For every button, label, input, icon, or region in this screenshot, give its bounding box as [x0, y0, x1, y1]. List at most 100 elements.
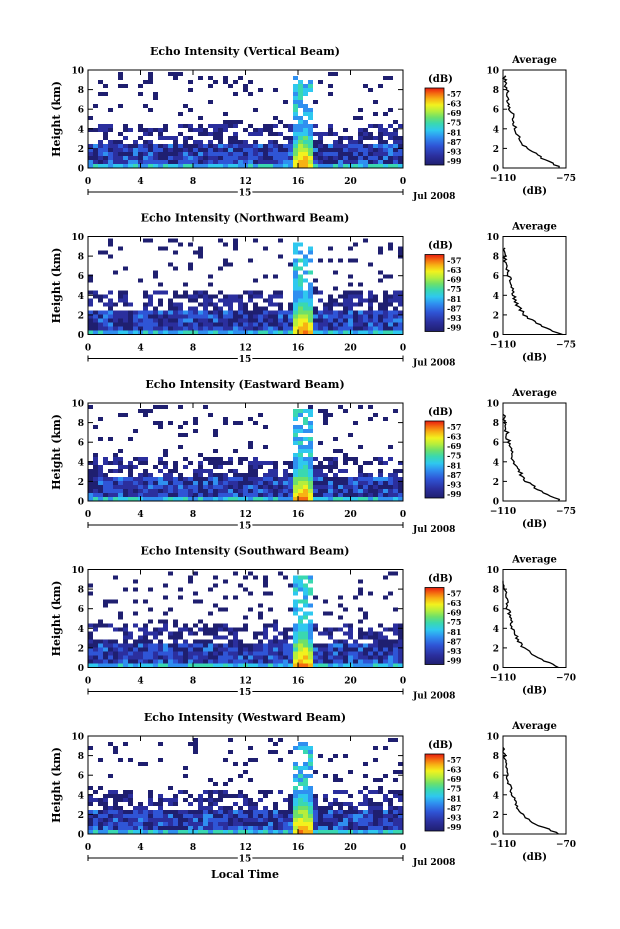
heatmap-cell [253, 306, 258, 311]
heatmap-cell [338, 647, 343, 652]
heatmap-cell [323, 421, 328, 425]
heatmap-cell [378, 814, 383, 818]
heatmap-cell [148, 314, 153, 319]
heatmap-cell [203, 647, 208, 652]
heatmap-cell [293, 655, 298, 660]
heatmap-cell [248, 758, 253, 762]
heatmap-cell [168, 421, 173, 425]
heatmap-cell [233, 164, 238, 168]
heatmap-cell [168, 818, 173, 822]
heatmap-cell [288, 144, 293, 148]
heatmap-cell [153, 481, 158, 485]
x-tick-label: 12 [239, 177, 252, 187]
heatmap-cell [373, 659, 378, 664]
heatmap-cell [268, 655, 273, 660]
heatmap-cell [213, 493, 218, 497]
heatmap-cell [388, 136, 393, 140]
heatmap-cell [308, 302, 313, 307]
heatmap-cell [288, 583, 293, 588]
heatmap-cell [93, 493, 98, 497]
heatmap-cell [208, 497, 213, 501]
heatmap-cell [138, 457, 143, 461]
heatmap-cell [248, 469, 253, 473]
heatmap-cell [343, 160, 348, 164]
heatmap-cell [378, 469, 383, 473]
heatmap-cell [88, 469, 93, 473]
heatmap-cell [258, 461, 263, 465]
heatmap-cell [273, 497, 278, 501]
heatmap-cell [108, 814, 113, 818]
heatmap-cell [143, 326, 148, 331]
average-y-tick-label: 4 [493, 292, 499, 302]
heatmap-cell [123, 818, 128, 822]
heatmap-cell [248, 655, 253, 660]
heatmap-cell [283, 473, 288, 477]
heatmap-cell [243, 818, 248, 822]
heatmap-cell [303, 778, 308, 782]
heatmap-cell [103, 659, 108, 664]
heatmap-cell [253, 659, 258, 664]
heatmap-cell [388, 156, 393, 160]
heatmap-cell [303, 298, 308, 303]
heatmap-cell [128, 647, 133, 652]
heatmap-cell [268, 822, 273, 826]
heatmap-cell [198, 250, 203, 255]
heatmap-cell [113, 822, 118, 826]
heatmap-cell [303, 485, 308, 489]
heatmap-cell [308, 314, 313, 319]
heatmap-cell [338, 778, 343, 782]
heatmap-cell [253, 132, 258, 136]
heatmap-cell [373, 790, 378, 794]
heatmap-cell [173, 794, 178, 798]
heatmap-cell [298, 619, 303, 624]
heatmap-cell [148, 643, 153, 648]
heatmap-cell [348, 477, 353, 481]
heatmap-cell [213, 814, 218, 818]
heatmap-cell [283, 136, 288, 140]
heatmap-cell [368, 631, 373, 636]
heatmap-cell [288, 322, 293, 327]
heatmap-cell [178, 818, 183, 822]
panel-title: Echo Intensity (Vertical Beam) [150, 45, 340, 58]
heatmap-cell [273, 326, 278, 331]
heatmap-cell [173, 497, 178, 501]
heatmap-cell [348, 647, 353, 652]
heatmap-cell [233, 595, 238, 600]
heatmap-cell [173, 144, 178, 148]
colorbar-tick-label: -81 [447, 793, 461, 803]
heatmap-cell [183, 790, 188, 794]
heatmap-cell [338, 148, 343, 152]
heatmap-cell [198, 469, 203, 473]
heatmap-cell [173, 822, 178, 826]
heatmap-cell [238, 148, 243, 152]
heatmap-cell [238, 461, 243, 465]
heatmap-cell [333, 286, 338, 291]
y-axis-label: Height (km) [50, 248, 63, 324]
heatmap-cell [398, 469, 403, 473]
heatmap-cell [278, 314, 283, 319]
heatmap-cell [108, 164, 113, 168]
heatmap-cell [118, 164, 123, 168]
average-x-label: (dB) [522, 353, 547, 364]
heatmap-cell [303, 148, 308, 152]
heatmap-cell [288, 822, 293, 826]
heatmap-cell [303, 639, 308, 644]
heatmap-cell [193, 156, 198, 160]
heatmap-cell [123, 830, 128, 834]
heatmap-cell [338, 160, 343, 164]
heatmap-cell [93, 473, 98, 477]
heatmap-cell [343, 818, 348, 822]
heatmap-cell [168, 298, 173, 303]
heatmap-cell [303, 290, 308, 295]
heatmap-cell [358, 314, 363, 319]
heatmap-cell [398, 481, 403, 485]
heatmap-cell [323, 477, 328, 481]
heatmap-cell [313, 810, 318, 814]
heatmap-cell [193, 140, 198, 144]
x-tick-label: 0 [400, 344, 406, 354]
heatmap-cell [373, 651, 378, 656]
heatmap-cell [208, 814, 213, 818]
heatmap-cell [338, 469, 343, 473]
heatmap-cell [303, 822, 308, 826]
heatmap-cell [308, 822, 313, 826]
